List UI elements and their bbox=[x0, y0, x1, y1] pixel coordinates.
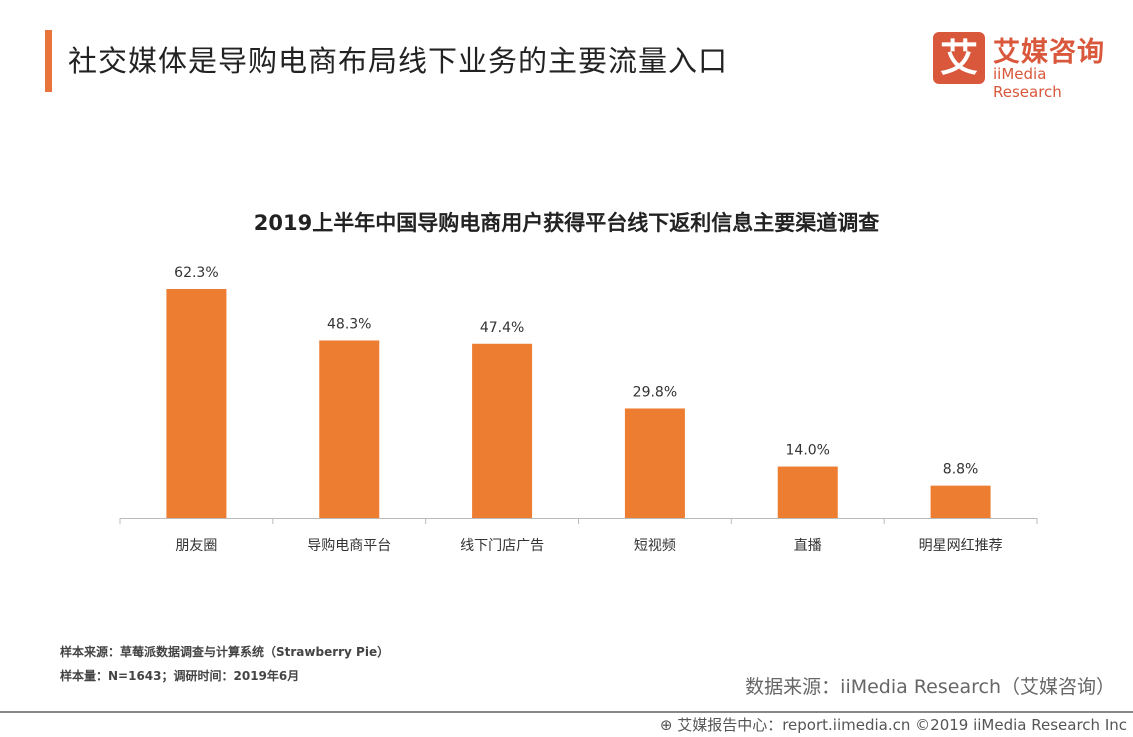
sample-size-note: 样本量：N=1643；调研时间：2019年6月 bbox=[60, 669, 300, 683]
category-label: 线下门店广告 bbox=[460, 538, 544, 554]
bar bbox=[472, 343, 533, 518]
bar bbox=[777, 466, 838, 518]
category-label: 朋友圈 bbox=[175, 538, 217, 554]
data-label: 14.0% bbox=[786, 443, 830, 459]
category-label: 明星网红推荐 bbox=[919, 538, 1003, 554]
page-title: 社交媒体是导购电商布局线下业务的主要流量入口 bbox=[68, 44, 729, 78]
chart-title: 2019上半年中国导购电商用户获得平台线下返利信息主要渠道调查 bbox=[253, 211, 880, 235]
bar-chart: 62.3% 朋友圈 48.3% 导购电商平台 47.4% 线下门店广告 29.8% 短视频 14… bbox=[119, 265, 1038, 554]
logo-en: iiMedia Research bbox=[993, 65, 1062, 101]
bar bbox=[166, 289, 227, 518]
category-label: 导购电商平台 bbox=[307, 538, 391, 554]
bar bbox=[624, 408, 685, 518]
logo: 艾 艾媒咨询 iiMedia Research bbox=[933, 32, 1113, 101]
bar bbox=[319, 340, 380, 518]
logo-mark: 艾 bbox=[933, 32, 985, 84]
data-label: 29.8% bbox=[633, 384, 677, 400]
sample-source-note: 样本来源：草莓派数据调查与计算系统（Strawberry Pie） bbox=[60, 645, 390, 659]
globe-icon: ⊕ bbox=[659, 716, 678, 734]
bar bbox=[930, 485, 991, 518]
category-label: 直播 bbox=[794, 537, 822, 554]
data-label: 62.3% bbox=[174, 265, 218, 281]
data-label: 47.4% bbox=[480, 320, 524, 336]
category-label: 短视频 bbox=[634, 538, 676, 554]
data-label: 48.3% bbox=[327, 316, 371, 332]
data-source: 数据来源：iiMedia Research（艾媒咨询） bbox=[745, 676, 1115, 698]
title-accent-bar bbox=[45, 30, 52, 92]
footer-text: 艾媒报告中心：report.iimedia.cn ©2019 iiMedia R… bbox=[677, 716, 1127, 734]
footer-divider bbox=[0, 711, 1133, 713]
logo-cn: 艾媒咨询 bbox=[993, 37, 1105, 68]
data-label: 8.8% bbox=[943, 462, 979, 478]
footer: ⊕ 艾媒报告中心：report.iimedia.cn ©2019 iiMedia… bbox=[660, 714, 1127, 735]
